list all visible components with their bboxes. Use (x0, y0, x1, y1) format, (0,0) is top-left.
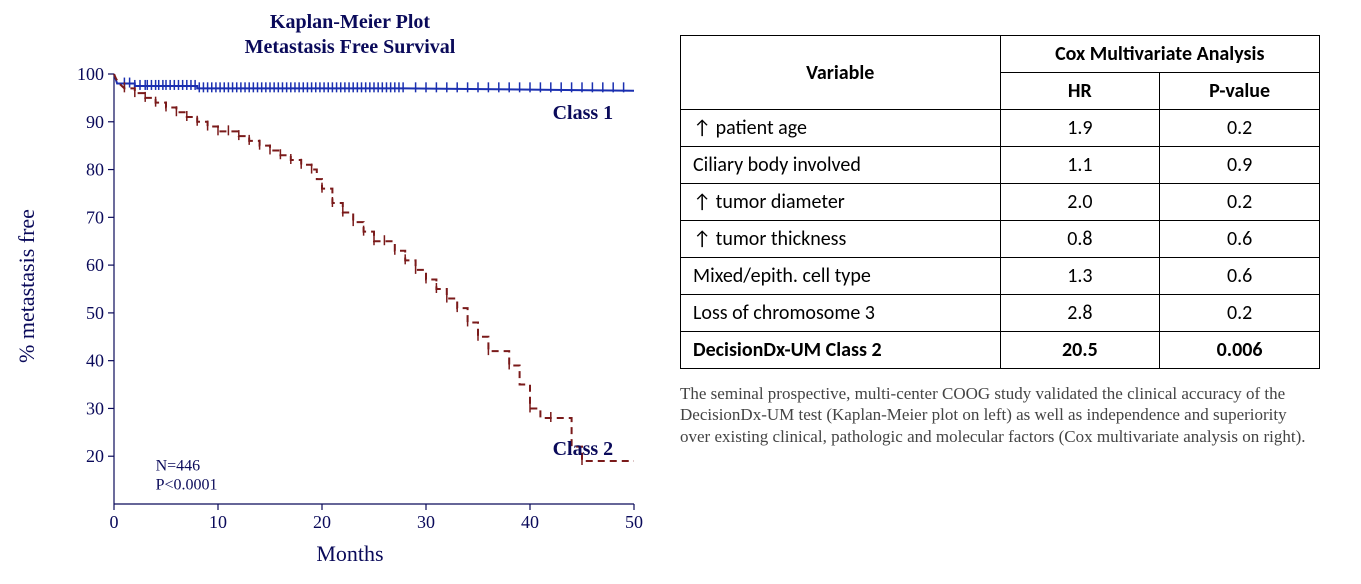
th-group: Cox Multivariate Analysis (1000, 36, 1320, 73)
cell-pvalue: 0.2 (1160, 184, 1320, 221)
cell-variable: DecisionDx-UM Class 2 (681, 332, 1001, 369)
svg-text:50: 50 (86, 303, 104, 323)
svg-text:N=446: N=446 (156, 458, 201, 475)
cell-variable: ↑ tumor thickness (681, 221, 1001, 258)
cell-hr: 1.9 (1000, 110, 1160, 147)
x-axis-label: Months (50, 541, 650, 567)
cox-table: Variable Cox Multivariate Analysis HR P-… (680, 35, 1320, 369)
cell-variable: ↑ tumor diameter (681, 184, 1001, 221)
table-row: ↑ tumor thickness0.80.6 (681, 221, 1320, 258)
figure-caption: The seminal prospective, multi-center CO… (680, 383, 1320, 447)
svg-text:20: 20 (86, 446, 104, 466)
cell-hr: 1.1 (1000, 147, 1160, 184)
svg-text:70: 70 (86, 207, 104, 227)
svg-text:30: 30 (417, 512, 435, 532)
svg-text:10: 10 (209, 512, 227, 532)
table-row: ↑ patient age1.90.2 (681, 110, 1320, 147)
svg-text:20: 20 (313, 512, 331, 532)
svg-text:40: 40 (521, 512, 539, 532)
svg-text:40: 40 (86, 351, 104, 371)
svg-text:50: 50 (625, 512, 643, 532)
cell-pvalue: 0.2 (1160, 295, 1320, 332)
svg-text:60: 60 (86, 255, 104, 275)
table-row: DecisionDx-UM Class 220.50.006 (681, 332, 1320, 369)
th-hr: HR (1000, 73, 1160, 110)
chart-title: Kaplan-Meier Plot Metastasis Free Surviv… (50, 10, 650, 60)
cell-variable: Loss of chromosome 3 (681, 295, 1001, 332)
cell-hr: 2.0 (1000, 184, 1160, 221)
th-variable: Variable (681, 36, 1001, 110)
chart-title-line1: Kaplan-Meier Plot (270, 11, 430, 33)
cell-hr: 2.8 (1000, 295, 1160, 332)
right-panel: Variable Cox Multivariate Analysis HR P-… (680, 35, 1320, 447)
table-row: Ciliary body involved1.10.9 (681, 147, 1320, 184)
cell-hr: 1.3 (1000, 258, 1160, 295)
svg-text:Class 1: Class 1 (553, 102, 614, 124)
cell-pvalue: 0.006 (1160, 332, 1320, 369)
cell-pvalue: 0.6 (1160, 221, 1320, 258)
svg-text:Class 2: Class 2 (553, 438, 614, 460)
cell-pvalue: 0.6 (1160, 258, 1320, 295)
svg-text:P<0.0001: P<0.0001 (156, 477, 218, 494)
cell-hr: 0.8 (1000, 221, 1160, 258)
plot-area: 20 30 40 50 60 70 80 90 100 0 10 20 30 40 50 Class 1 Cla… (44, 64, 644, 539)
th-pvalue: P-value (1160, 73, 1320, 110)
svg-text:100: 100 (77, 64, 104, 84)
km-chart-panel: Kaplan-Meier Plot Metastasis Free Surviv… (10, 10, 650, 567)
svg-text:80: 80 (86, 160, 104, 180)
y-axis-label: % metastasis free (10, 34, 44, 539)
cell-variable: ↑ patient age (681, 110, 1001, 147)
table-row: Loss of chromosome 32.80.2 (681, 295, 1320, 332)
cell-hr: 20.5 (1000, 332, 1160, 369)
svg-text:0: 0 (110, 512, 119, 532)
svg-text:30: 30 (86, 398, 104, 418)
cell-variable: Ciliary body involved (681, 147, 1001, 184)
km-svg: 20 30 40 50 60 70 80 90 100 0 10 20 30 40 50 Class 1 Cla… (44, 64, 644, 534)
table-row: ↑ tumor diameter2.00.2 (681, 184, 1320, 221)
svg-text:90: 90 (86, 112, 104, 132)
cell-pvalue: 0.2 (1160, 110, 1320, 147)
cell-pvalue: 0.9 (1160, 147, 1320, 184)
table-row: Mixed/epith. cell type1.30.6 (681, 258, 1320, 295)
chart-title-line2: Metastasis Free Survival (245, 36, 456, 58)
cell-variable: Mixed/epith. cell type (681, 258, 1001, 295)
